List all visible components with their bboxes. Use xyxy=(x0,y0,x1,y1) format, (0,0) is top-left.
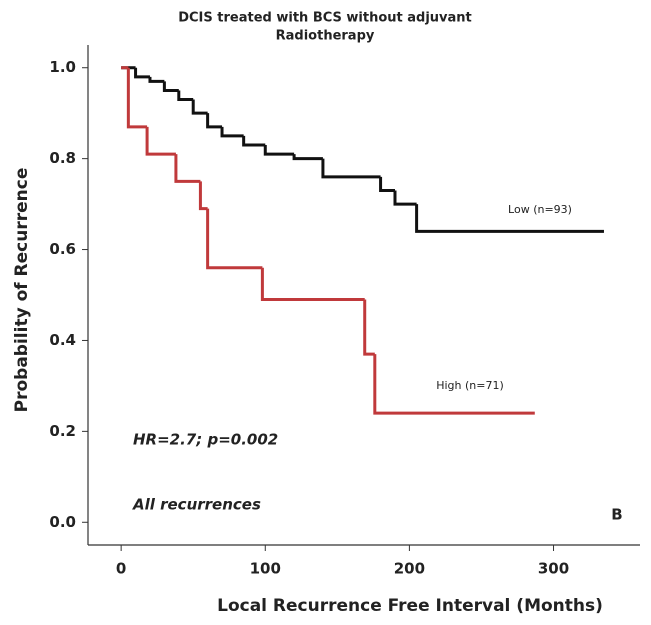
km-step xyxy=(321,158,381,179)
km-step xyxy=(148,76,165,83)
y-tick-label: 0.0 xyxy=(49,513,76,531)
km-step xyxy=(292,154,323,161)
x-tick-label: 300 xyxy=(538,560,569,578)
x-tick-label: 100 xyxy=(250,560,281,578)
km-step xyxy=(415,204,604,233)
km-step xyxy=(393,190,417,206)
km-step xyxy=(206,113,223,129)
km-step xyxy=(145,126,176,156)
legend-label: High (n=71) xyxy=(436,379,504,392)
km-step xyxy=(363,299,375,356)
km-step xyxy=(191,99,208,115)
km-step xyxy=(126,67,148,129)
km-step xyxy=(162,81,179,92)
y-tick-label: 0.6 xyxy=(49,240,76,258)
annotation: All recurrences xyxy=(132,496,261,514)
chart-title: DCIS treated with BCS without adjuvant xyxy=(178,11,472,26)
km-step xyxy=(220,126,244,138)
legend-label: Low (n=93) xyxy=(508,203,572,216)
y-tick-label: 0.8 xyxy=(49,149,76,167)
km-step xyxy=(206,208,263,270)
km-step xyxy=(260,267,365,302)
km-step xyxy=(134,67,150,79)
km-step xyxy=(242,135,266,147)
x-tick-label: 0 xyxy=(116,560,126,578)
annotation: HR=2.7; p=0.002 xyxy=(133,431,278,449)
km-step xyxy=(177,90,194,102)
km-step xyxy=(379,176,395,192)
km-step xyxy=(373,354,535,415)
x-tick-label: 200 xyxy=(394,560,425,578)
y-tick-label: 0.2 xyxy=(49,422,76,440)
y-tick-label: 0.4 xyxy=(49,331,76,349)
x-axis-title: Local Recurrence Free Interval (Months) xyxy=(217,596,603,616)
y-axis-title: Probability of Recurrence xyxy=(12,168,32,413)
km-step xyxy=(174,154,201,183)
y-tick-label: 1.0 xyxy=(49,58,76,76)
km-step xyxy=(198,181,208,211)
panel-label: B xyxy=(611,506,622,524)
chart-title: Radiotherapy xyxy=(276,29,375,44)
km-step xyxy=(263,145,295,156)
